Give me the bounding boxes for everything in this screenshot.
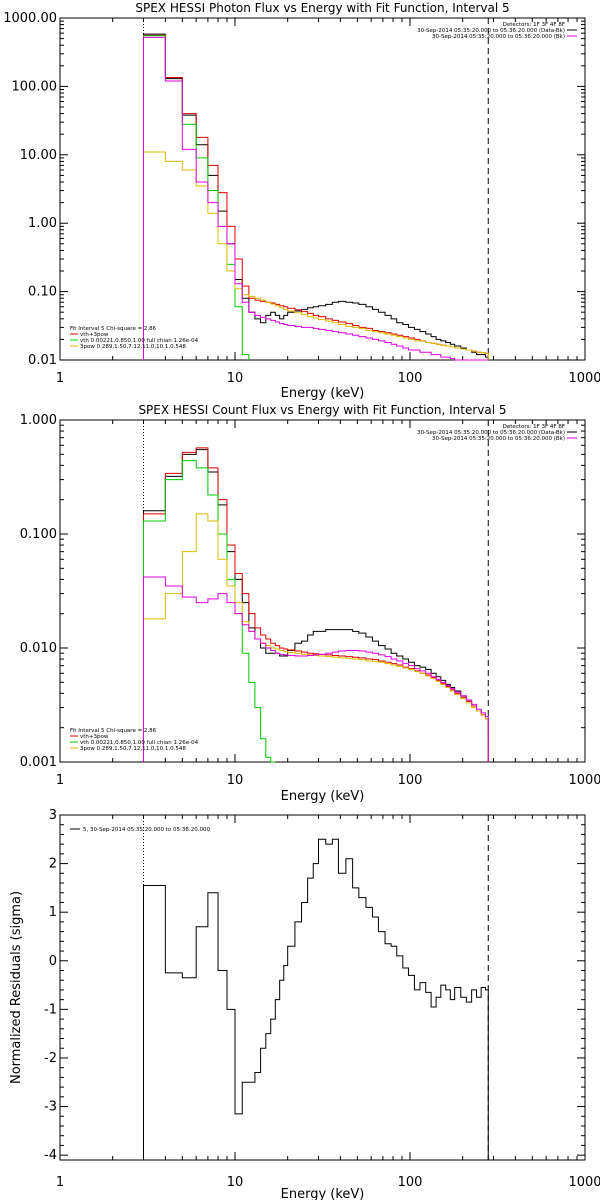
series-vth-3pow — [143, 34, 489, 360]
x-axis-label: Energy (keV) — [281, 789, 365, 804]
chart-panel-2: SPEX HESSI Count Flux vs Energy with Fit… — [20, 403, 600, 804]
y-tick-label: 0 — [49, 954, 57, 969]
x-tick-label: 1000 — [568, 1175, 600, 1190]
series-vth-3pow — [143, 447, 489, 762]
legend-right-entry: Detectors: 1F 3F 4F 8F — [503, 22, 565, 28]
x-axis-label: Energy (keV) — [281, 386, 365, 401]
x-tick-label: 10 — [227, 371, 244, 386]
chart-panel-1: SPEX HESSI Photon Flux vs Energy with Fi… — [3, 1, 600, 401]
legend-left-entry: Fit Interval 5 Chi-square = 2.86 — [70, 728, 157, 734]
series-bk — [143, 576, 489, 762]
legend-right-entry: 30-Sep-2014 05:35:20.000 to 05:36:20.000… — [417, 28, 565, 34]
y-tick-label: 0.01 — [28, 353, 57, 368]
x-tick-label: 10 — [227, 1175, 244, 1190]
y-tick-label: -3 — [44, 1100, 57, 1115]
y-tick-label: 100.00 — [12, 79, 58, 94]
chart-title: SPEX HESSI Count Flux vs Energy with Fit… — [138, 403, 506, 417]
y-tick-label: 3 — [49, 808, 57, 823]
series-3pow — [143, 151, 489, 360]
legend-right-entry: 30-Sep-2014 05:35:20.000 to 05:36:20.000… — [417, 430, 565, 436]
chart-title: SPEX HESSI Photon Flux vs Energy with Fi… — [135, 1, 509, 15]
x-tick-label: 1000 — [568, 773, 600, 788]
series-bk — [143, 36, 489, 361]
plot-frame — [59, 17, 586, 361]
x-tick-label: 1 — [56, 371, 64, 386]
legend-left-entry: vth+3pow — [80, 734, 109, 740]
legend-left-entry: vth+3pow — [80, 332, 109, 338]
x-tick-label: 1000 — [568, 371, 600, 386]
y-tick-label: 0.10 — [28, 285, 57, 300]
legend-right-entry: 30-Sep-2014 05:35:20.000 to 05:36:20.000… — [432, 436, 565, 442]
legend-left-entry: vth 0.00221,0.850,1.00 full chian 1.26e-… — [80, 338, 199, 344]
x-tick-label: 100 — [398, 773, 423, 788]
x-tick-label: 100 — [398, 1175, 423, 1190]
legend-right-entry: Detectors: 1F 3F 4F 8F — [503, 424, 565, 430]
series-vth — [143, 460, 276, 763]
legend-left-entry: 3pow 0.289,1.50,7.12,11.0,10.1,0.548 — [80, 746, 186, 752]
legend-left-entry: 5, 30-Sep-2014 05:35:20.000 to 05:36:20.… — [83, 827, 210, 833]
x-tick-label: 1 — [56, 1175, 64, 1190]
y-tick-label: 1000.00 — [3, 11, 57, 26]
y-tick-label: 0.100 — [20, 527, 57, 542]
plot-frame — [59, 419, 586, 763]
legend-left-entry: 3pow 0.289,1.50,7.12,11.0,10.1,0.548 — [80, 344, 186, 350]
series-data-bk — [143, 33, 489, 360]
series-3pow — [143, 513, 489, 762]
y-tick-label: 1 — [49, 905, 57, 920]
x-tick-label: 100 — [398, 371, 423, 386]
x-axis-label: Energy (keV) — [281, 1187, 365, 1200]
legend-left-entry: Fit Interval 5 Chi-square = 2.86 — [70, 326, 157, 332]
y-tick-label: 10.00 — [20, 148, 57, 163]
x-tick-label: 1 — [56, 773, 64, 788]
y-tick-label: 0.010 — [20, 641, 57, 656]
legend-left-entry: vth 0.00221,0.850,1.00 full chian 1.26e-… — [80, 740, 199, 746]
y-axis-label: Normalized Residuals (sigma) — [9, 891, 24, 1084]
y-tick-label: -1 — [44, 1002, 57, 1017]
y-tick-label: -2 — [44, 1051, 57, 1066]
y-tick-label: 1.000 — [20, 413, 57, 428]
x-tick-label: 10 — [227, 773, 244, 788]
y-tick-label: -4 — [44, 1148, 57, 1163]
y-tick-label: 1.00 — [28, 216, 57, 231]
series-residuals — [143, 838, 489, 1160]
y-tick-label: 0.001 — [20, 755, 57, 770]
legend-right-entry: 30-Sep-2014 05:35:20.000 to 05:36:20.000… — [432, 34, 565, 40]
y-tick-label: 2 — [49, 857, 57, 872]
series-data-bk — [143, 449, 489, 762]
plot-frame — [59, 814, 586, 1161]
series-vth — [143, 35, 250, 360]
